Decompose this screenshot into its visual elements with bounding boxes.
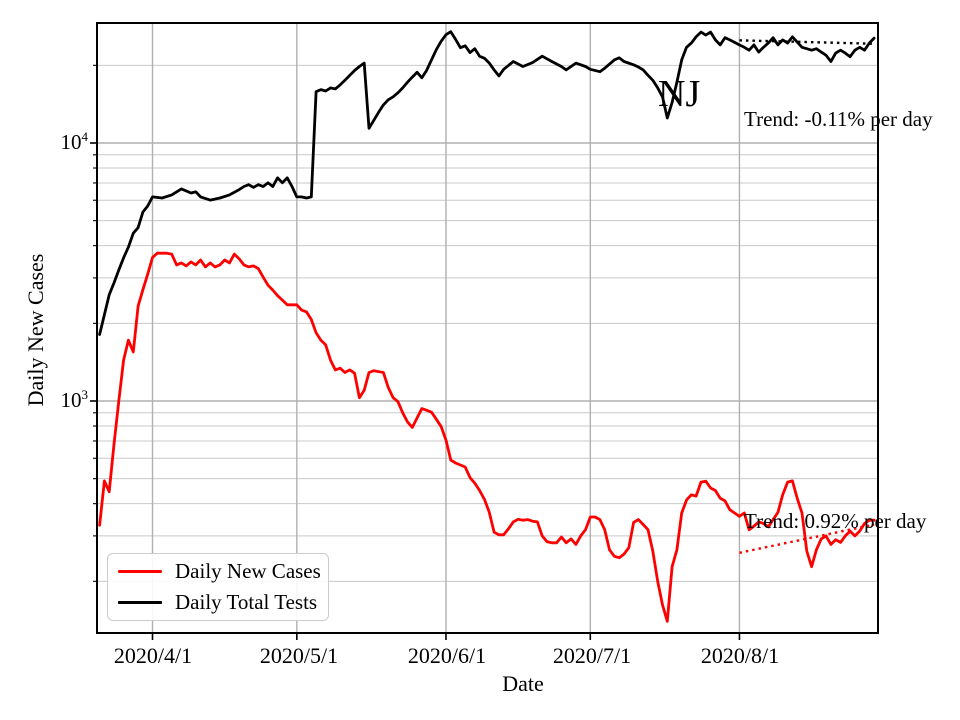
y-tick-base: 10 (60, 388, 82, 412)
y-tick-base: 10 (60, 130, 82, 154)
daily-total-tests-line (98, 30, 876, 336)
legend-label-daily-total-tests: Daily Total Tests (175, 590, 318, 614)
legend-label-daily-new-cases: Daily New Cases (175, 559, 321, 583)
y-tick-exponent: 4 (81, 129, 89, 144)
tests-trend-annotation: Trend: -0.11% per day (744, 107, 933, 131)
red-line-swatch-icon (118, 569, 162, 574)
trend-dotted-line (739, 39, 875, 45)
x-tick-label-july: 2020/7/1 (552, 643, 632, 668)
y-axis-label: Daily New Cases (23, 253, 48, 407)
black-line-swatch-icon (118, 600, 162, 605)
legend-item-daily-new-cases: Daily New Cases (118, 559, 328, 584)
state-annotation: NJ (658, 73, 701, 115)
legend-item-daily-total-tests: Daily Total Tests (118, 590, 328, 615)
y-tick-label-10e3: 103 (34, 387, 89, 412)
x-tick-label-april: 2020/4/1 (113, 643, 193, 668)
x-tick-label-june: 2020/6/1 (407, 643, 487, 668)
legend: Daily New Cases Daily Total Tests (107, 553, 329, 621)
y-tick-exponent: 3 (81, 387, 89, 402)
daily-new-cases-line (98, 251, 876, 623)
x-tick-label-may: 2020/5/1 (259, 643, 339, 668)
x-axis-label: Date (502, 671, 544, 696)
plot-border (96, 22, 879, 634)
cases-trend-annotation: Trend: 0.92% per day (744, 509, 927, 533)
y-tick-label-10e4: 104 (34, 129, 89, 154)
x-tick-label-august: 2020/8/1 (700, 643, 780, 668)
